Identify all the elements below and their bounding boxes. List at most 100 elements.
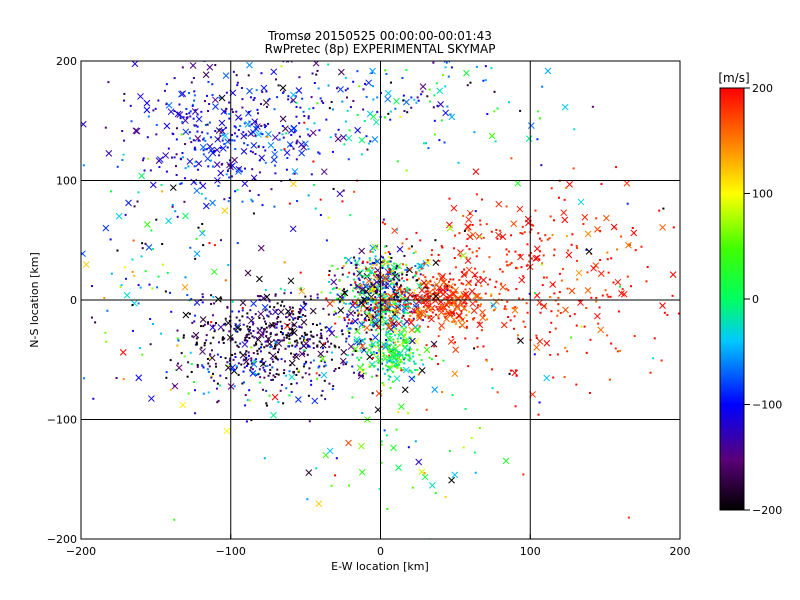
data-point-dot <box>269 331 272 334</box>
data-point-dot <box>382 324 385 327</box>
data-point-dot <box>253 361 256 364</box>
data-point-dot <box>304 339 307 342</box>
data-point-x <box>409 337 416 345</box>
data-point-dot <box>380 461 383 464</box>
data-point-x <box>424 258 432 266</box>
data-point-dot <box>176 329 179 332</box>
data-point-dot <box>514 250 517 253</box>
data-point-x <box>471 271 479 279</box>
data-point-dot <box>519 253 522 256</box>
data-point-dot <box>121 130 124 133</box>
data-point-dot <box>510 157 513 160</box>
data-point-dot <box>332 58 334 60</box>
data-point-dot <box>373 273 376 276</box>
data-point-dot <box>326 340 329 343</box>
data-point-dot <box>298 135 301 138</box>
data-point-x <box>72 44 78 50</box>
data-point-x <box>135 374 143 382</box>
data-point-dot <box>585 351 588 354</box>
data-point-dot <box>402 310 405 313</box>
data-point-dot <box>332 187 335 190</box>
data-point-dot <box>191 321 194 324</box>
data-point-x <box>396 245 404 253</box>
data-point-dot <box>254 134 257 137</box>
data-point-dot <box>427 287 430 290</box>
data-point-dot <box>280 325 283 328</box>
data-point-dot <box>390 365 393 368</box>
data-point-dot <box>259 360 262 363</box>
data-point-x <box>175 364 183 372</box>
data-point-dot <box>246 339 249 342</box>
data-point-dot <box>319 214 322 217</box>
data-point-dot <box>433 345 436 348</box>
data-point-dot <box>251 316 254 319</box>
data-point-dot <box>465 325 468 328</box>
data-point-dot <box>377 286 380 289</box>
data-point-dot <box>338 315 341 318</box>
data-point-dot <box>338 297 341 300</box>
data-point-dot <box>203 323 206 326</box>
data-point-dot <box>224 357 227 360</box>
data-point-dot <box>260 132 263 135</box>
data-point-x <box>400 326 408 333</box>
data-point-dot <box>201 131 204 134</box>
data-point-dot <box>277 315 280 318</box>
data-point-dot <box>406 278 409 281</box>
data-point-dot <box>364 372 367 375</box>
data-point-dot <box>437 253 440 256</box>
data-point-dot <box>617 310 620 313</box>
data-point-x <box>359 337 366 345</box>
data-point-dot <box>228 139 231 142</box>
data-point-dot <box>149 343 152 346</box>
data-point-dot <box>264 126 267 129</box>
data-point-x <box>502 457 510 465</box>
data-point-dot <box>366 148 369 151</box>
data-point-dot <box>479 303 482 306</box>
data-point-x <box>479 314 487 322</box>
data-point-dot <box>402 314 405 317</box>
data-point-dot <box>397 266 400 269</box>
data-point-dot <box>453 312 456 315</box>
data-point-dot <box>346 275 349 278</box>
data-point-dot <box>407 412 410 415</box>
data-point-dot <box>505 205 508 208</box>
data-point-dot <box>529 252 532 255</box>
data-point-dot <box>319 198 322 201</box>
data-point-dot <box>355 286 358 289</box>
data-point-dot <box>300 287 303 290</box>
data-point-dot <box>434 313 437 316</box>
data-point-dot <box>530 223 533 226</box>
data-point-dot <box>322 101 325 104</box>
data-point-dot <box>265 344 268 347</box>
data-point-x <box>585 247 593 255</box>
data-point-dot <box>361 276 364 279</box>
data-point-dot <box>234 126 237 129</box>
data-point-dot <box>536 110 539 113</box>
data-point-dot <box>444 283 447 286</box>
data-point-dot <box>205 339 208 342</box>
data-point-dot <box>417 373 420 376</box>
data-point-dot <box>406 111 409 114</box>
data-point-x <box>214 295 222 303</box>
data-point-dot <box>288 370 291 373</box>
data-point-dot <box>586 271 589 274</box>
data-point-dot <box>365 267 368 270</box>
data-point-dot <box>252 212 255 215</box>
data-point-dot <box>405 69 408 72</box>
data-point-dot <box>368 257 371 260</box>
data-point-dot <box>320 394 323 397</box>
data-point-x <box>270 156 278 164</box>
data-point-dot <box>189 351 192 354</box>
data-point-dot <box>645 280 648 283</box>
data-point-dot <box>375 245 378 248</box>
data-point-dot <box>407 288 410 291</box>
data-point-dot <box>350 262 353 265</box>
data-point-dot <box>405 341 408 344</box>
data-point-x <box>401 344 409 351</box>
data-point-dot <box>493 90 496 93</box>
data-point-dot <box>312 335 315 338</box>
data-point-dot <box>200 346 203 349</box>
data-point-dot <box>268 97 271 100</box>
data-point-dot <box>435 354 438 357</box>
data-point-x <box>432 292 440 300</box>
